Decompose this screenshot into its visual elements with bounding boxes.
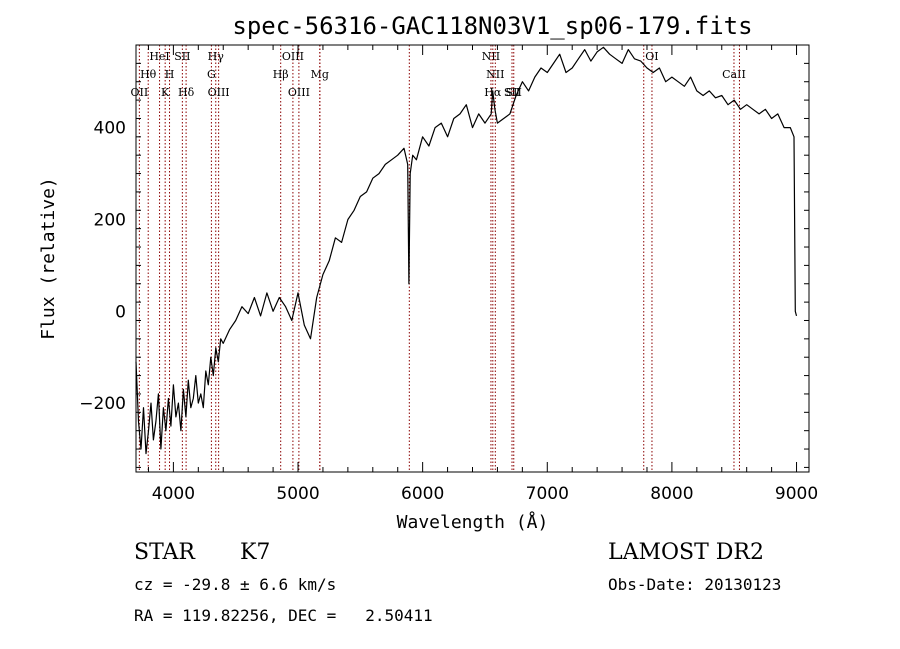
y-tick-label: 200 xyxy=(94,210,126,230)
spectral-line-label: NII xyxy=(486,68,504,81)
spectral-line-label: K xyxy=(161,86,170,99)
spectral-line-label: CaII xyxy=(722,68,746,81)
x-tick-label: 6000 xyxy=(401,484,444,504)
survey-label: LAMOST DR2 xyxy=(608,540,764,565)
spectral-line-label: Hθ xyxy=(140,68,157,81)
spectral-line-label: H xyxy=(165,68,175,81)
spectral-line-label: OIII xyxy=(282,50,304,63)
object-subclass: K7 xyxy=(240,540,271,565)
x-axis-label: Wavelength (Å) xyxy=(397,511,549,533)
coordinates: RA = 119.82256, DEC = 2.50411 xyxy=(134,606,433,625)
spectral-line-label: NII xyxy=(482,50,500,63)
y-tick-label: 0 xyxy=(115,302,126,322)
spectral-line-label: Hγ xyxy=(208,50,225,63)
y-tick-label: −200 xyxy=(79,394,126,414)
spectral-line-label: Hδ xyxy=(178,86,195,99)
x-tick-label: 7000 xyxy=(526,484,569,504)
plot-frame xyxy=(135,44,810,473)
object-class: STAR xyxy=(134,540,195,565)
spectral-line-label: OI xyxy=(645,50,658,63)
spectral-line-label: OIII xyxy=(288,86,310,99)
x-tick-label: 5000 xyxy=(276,484,319,504)
y-tick-label: 400 xyxy=(94,119,126,139)
chart-title: spec-56316-GAC118N03V1_sp06-179.fits xyxy=(232,12,752,40)
x-tick-label: 8000 xyxy=(650,484,693,504)
spectral-line-label: SII xyxy=(506,86,522,99)
y-axis-label: Flux (relative) xyxy=(38,177,59,340)
observation-date: Obs-Date: 20130123 xyxy=(608,575,782,594)
spectral-line-label: SII xyxy=(174,50,190,63)
spectral-line-label: G xyxy=(207,68,216,81)
spectral-line-label: HeI xyxy=(149,50,169,63)
redshift-cz: cz = -29.8 ± 6.6 km/s xyxy=(134,575,337,594)
x-tick-label: 9000 xyxy=(775,484,818,504)
spectral-line-label: OIII xyxy=(208,86,230,99)
spectrum-line xyxy=(135,46,798,455)
spectral-line-label: OII xyxy=(131,86,149,99)
x-tick-label: 4000 xyxy=(152,484,195,504)
spectral-line-label: Hβ xyxy=(273,68,289,81)
